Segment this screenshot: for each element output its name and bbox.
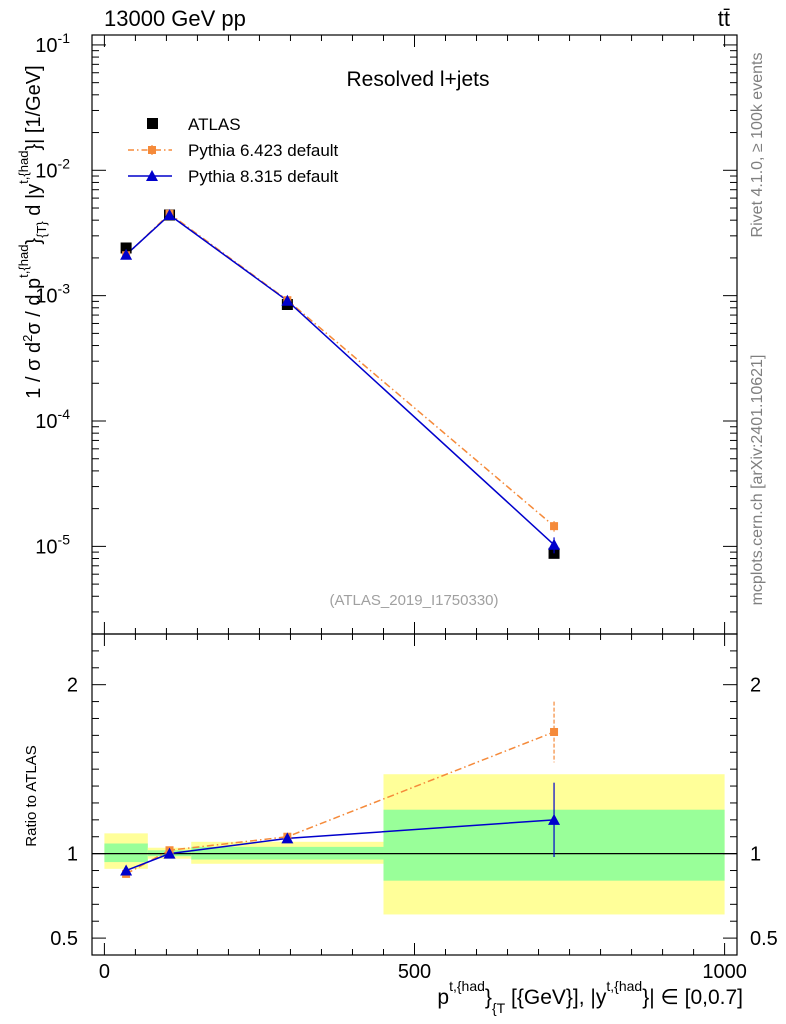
ratio-pythia8-data-point bbox=[548, 813, 561, 825]
pythia8-data-point bbox=[120, 248, 133, 260]
legend-entry-pythia8: Pythia 8.315 default bbox=[188, 167, 339, 186]
source-url-label: mcplots.cern.ch [arXiv:2401.10621] bbox=[749, 355, 766, 606]
main-axis-ticks bbox=[92, 35, 737, 635]
energy-label: 13000 GeV pp bbox=[104, 6, 246, 31]
ratio-y-axis-label: Ratio to ATLAS bbox=[23, 745, 40, 846]
ratio-tick-labels: 2 2 1 1 0.5 0.5 0 500 1000 bbox=[50, 675, 778, 983]
main-line-pythia6 bbox=[125, 212, 555, 527]
legend-marker-pythia8 bbox=[146, 170, 158, 181]
legend-entry-atlas: ATLAS bbox=[188, 115, 241, 134]
pythia8-data-point bbox=[548, 538, 561, 550]
ratio-y-tick-label-left: 1 bbox=[67, 844, 78, 866]
ratio-y-tick-label-left: 0.5 bbox=[50, 928, 78, 950]
main-y-tick-label: 10-5 bbox=[35, 531, 70, 558]
ratio-pythia8-data-point bbox=[281, 832, 294, 844]
main-y-tick-label: 10-4 bbox=[35, 406, 70, 433]
ratio-y-tick-label-right: 2 bbox=[750, 675, 761, 697]
atlas-data-point bbox=[120, 242, 132, 254]
ratio-line-pythia8 bbox=[125, 819, 555, 872]
main-y-tick-label: 10-2 bbox=[35, 155, 70, 182]
main-y-tick-labels: 10-1 10-2 10-3 10-4 10-5 bbox=[35, 30, 70, 558]
analysis-watermark: (ATLAS_2019_I1750330) bbox=[329, 592, 498, 609]
main-line-pythia8 bbox=[125, 214, 555, 546]
main-y-tick-label: 10-1 bbox=[35, 30, 70, 57]
legend: ATLAS Pythia 6.423 default Pythia 8.315 … bbox=[128, 115, 339, 186]
chart-title: Resolved l+jets bbox=[347, 68, 490, 91]
x-tick-label: 500 bbox=[398, 961, 431, 983]
x-tick-label: 0 bbox=[99, 961, 110, 983]
process-label: tt̄ bbox=[718, 6, 730, 31]
ratio-uncertainty-bands bbox=[91, 633, 738, 956]
ratio-stat-uncertainty-band bbox=[104, 843, 148, 863]
rivet-version-label: Rivet 4.1.0, ≥ 100k events bbox=[749, 53, 766, 238]
pythia8-data-point bbox=[281, 294, 294, 306]
ratio-pythia6-data-point bbox=[550, 727, 559, 736]
x-axis-label: pt,{had}{T [{GeV}], |yt,{had}| ∈ [0,0.7] bbox=[437, 978, 743, 1016]
legend-marker-pythia6 bbox=[148, 146, 156, 154]
pythia6-data-point bbox=[550, 522, 559, 531]
legend-entry-pythia6: Pythia 6.423 default bbox=[188, 141, 339, 160]
main-series-markers bbox=[120, 208, 561, 559]
ratio-y-tick-label-right: 1 bbox=[750, 844, 761, 866]
ratio-y-tick-label-right: 0.5 bbox=[750, 928, 778, 950]
ratio-axis-ticks bbox=[92, 634, 737, 955]
ratio-series-markers bbox=[120, 701, 561, 878]
x-tick-label: 1000 bbox=[702, 961, 747, 983]
ratio-series-lines bbox=[125, 731, 555, 875]
main-y-axis-label: 1 / σ d2σ / d pt,{had}{T} d |yt,{had}| [… bbox=[16, 65, 49, 398]
main-y-tick-label: 10-3 bbox=[35, 281, 70, 308]
ratio-pythia8-data-point bbox=[163, 847, 176, 859]
pythia8-data-point bbox=[163, 208, 176, 220]
legend-marker-atlas bbox=[147, 118, 158, 129]
ratio-y-tick-label-left: 2 bbox=[67, 675, 78, 697]
ratio-pythia8-data-point bbox=[120, 864, 133, 876]
main-series-lines bbox=[125, 212, 555, 546]
